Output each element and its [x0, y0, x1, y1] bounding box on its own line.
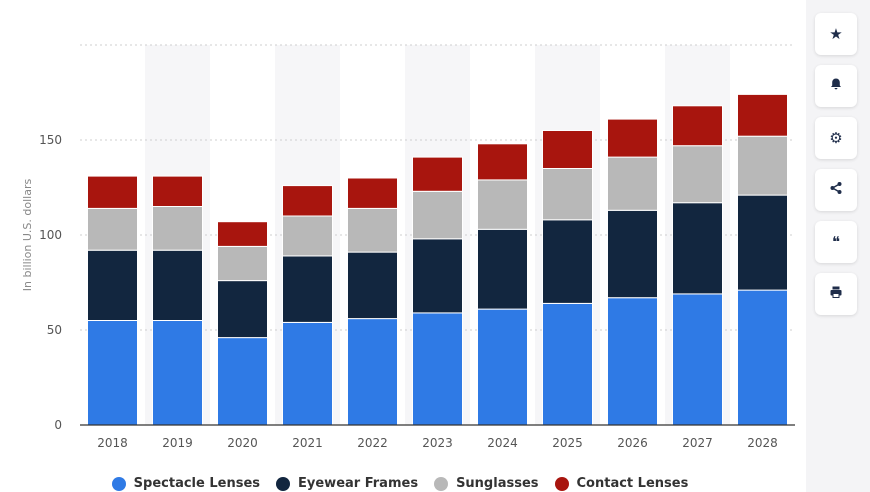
cite-button[interactable]: ❝: [815, 221, 857, 263]
favorite-button[interactable]: ★: [815, 13, 857, 55]
bar-segment: [607, 297, 658, 426]
x-tick-label: 2021: [292, 436, 323, 450]
x-tick-label: 2019: [162, 436, 193, 450]
bar-segment: [87, 207, 138, 251]
bar-segment: [282, 255, 333, 323]
bar-segment: [607, 118, 658, 158]
legend-label: Eyewear Frames: [298, 476, 419, 491]
bar-segment: [607, 156, 658, 211]
y-axis-label: In billion U.S. dollars: [21, 179, 34, 292]
print-button[interactable]: [815, 273, 857, 315]
bar-segment: [737, 135, 788, 196]
bar-segment: [542, 130, 593, 169]
legend-marker: [111, 476, 126, 491]
x-tick-label: 2025: [552, 436, 583, 450]
y-tick-label: 50: [47, 323, 62, 337]
bar-segment: [607, 209, 658, 299]
bar-segment: [87, 249, 138, 321]
bar-segment: [152, 249, 203, 321]
share-icon: [829, 181, 843, 199]
bar-segment: [217, 221, 268, 247]
bar-segment: [152, 206, 203, 251]
legend-label: Sunglasses: [456, 476, 539, 491]
stacked-bar-chart: 2018 2019 2020 2021 2022 2023 2024 2025 2026 2027…: [21, 44, 795, 450]
bar-segment: [477, 179, 528, 230]
bar-segment: [347, 177, 398, 209]
x-tick-label: 2022: [357, 436, 388, 450]
legend-label: Contact Lenses: [576, 476, 689, 491]
bar-segment: [87, 320, 138, 426]
bar-segment: [282, 185, 333, 217]
settings-button[interactable]: ⚙: [815, 117, 857, 159]
bar-segment: [217, 245, 268, 282]
legend-marker: [276, 476, 291, 491]
x-tick-label: 2026: [617, 436, 648, 450]
bell-icon: [829, 77, 843, 95]
quote-icon: ❝: [831, 234, 841, 251]
bar-segment: [542, 219, 593, 304]
bar-segment: [87, 175, 138, 209]
legend-item-eyewear-frames[interactable]: Eyewear Frames: [276, 476, 418, 491]
bar-segment: [477, 228, 528, 310]
bar-segment: [412, 312, 463, 426]
x-tick-label: 2027: [682, 436, 713, 450]
bar-segment: [347, 207, 398, 253]
legend-label: Spectacle Lenses: [133, 476, 261, 491]
star-icon: ★: [829, 26, 843, 43]
bar-segment: [217, 280, 268, 339]
bar-segment: [282, 321, 333, 426]
notification-button[interactable]: [815, 65, 857, 107]
share-button[interactable]: [815, 169, 857, 211]
bar-segment: [152, 320, 203, 426]
x-tick-label: 2028: [747, 436, 778, 450]
legend-item-sunglasses[interactable]: Sunglasses: [434, 476, 539, 491]
bar-segment: [737, 93, 788, 137]
bar-segment: [412, 190, 463, 240]
bar-segment: [347, 318, 398, 426]
legend-marker: [434, 476, 449, 491]
x-tick-label: 2020: [227, 436, 258, 450]
bar-segment: [477, 308, 528, 426]
chart-area: 2018 2019 2020 2021 2022 2023 2024 2025 2026 2027…: [0, 44, 800, 491]
x-tick-label: 2023: [422, 436, 453, 450]
bar-segment: [542, 302, 593, 426]
legend-item-spectacle-lenses[interactable]: Spectacle Lenses: [111, 476, 261, 491]
gear-icon: ⚙: [829, 130, 843, 147]
bar-segment: [152, 175, 203, 208]
bar-segment: [672, 202, 723, 295]
bar-segment: [672, 293, 723, 426]
y-tick-label: 100: [39, 228, 62, 242]
print-icon: [829, 285, 843, 303]
bar-segment: [217, 337, 268, 426]
bar-segment: [542, 168, 593, 221]
y-tick-label: 0: [54, 418, 62, 432]
bar-segment: [672, 105, 723, 147]
toolbar: ★ ⚙ ❝: [806, 0, 870, 492]
bar-segment: [737, 289, 788, 426]
bar-segment: [412, 156, 463, 192]
bar-segment: [347, 251, 398, 320]
x-tick-label: 2024: [487, 436, 518, 450]
bar-segment: [412, 238, 463, 314]
bar-segment: [282, 215, 333, 257]
legend: Spectacle Lenses Eyewear Frames Sunglass…: [0, 476, 800, 491]
bar-segment: [737, 194, 788, 291]
x-tick-label: 2018: [97, 436, 128, 450]
bar-segment: [672, 145, 723, 204]
legend-marker: [554, 476, 569, 491]
bar-segment: [477, 143, 528, 181]
y-tick-label: 150: [39, 133, 62, 147]
legend-item-contact-lenses[interactable]: Contact Lenses: [554, 476, 689, 491]
